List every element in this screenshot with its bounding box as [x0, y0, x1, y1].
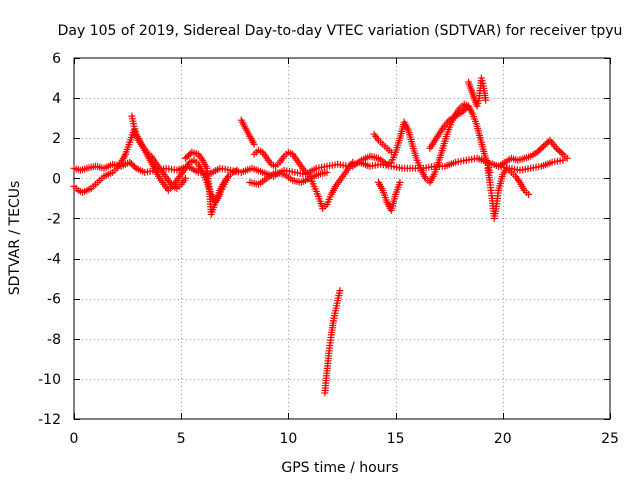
y-tick-label: 6 [52, 51, 61, 67]
data-point [224, 172, 232, 180]
grid-lines [74, 58, 610, 419]
data-point [556, 147, 564, 155]
data-point [541, 141, 549, 149]
data-point [554, 146, 562, 154]
data-point [559, 156, 567, 164]
series-arc-e [237, 116, 258, 148]
data-point [535, 147, 543, 155]
axis-ticks [74, 58, 611, 420]
y-tick-label: -8 [47, 332, 61, 348]
series-arc-m [484, 164, 533, 222]
data-point [131, 163, 139, 171]
x-tick-label: 0 [70, 431, 79, 447]
y-tick-labels: -12 -10 -8 -6 -4 -2 0 2 4 6 [38, 51, 61, 428]
x-tick-label: 5 [177, 431, 186, 447]
data-point [233, 166, 241, 174]
plot-frame [73, 57, 611, 420]
data-point [533, 148, 541, 156]
data-point [181, 174, 189, 182]
data-point [387, 148, 395, 156]
y-tick-label: -12 [38, 412, 61, 428]
data-point [250, 140, 258, 148]
data-point [126, 158, 134, 166]
data-point [129, 161, 137, 169]
data-point [538, 144, 546, 152]
x-tick-label: 20 [494, 431, 512, 447]
y-tick-label: -4 [47, 252, 61, 268]
data-markers [70, 74, 571, 397]
data-point [181, 154, 189, 162]
data-point [464, 102, 472, 110]
data-point [396, 178, 404, 186]
y-tick-label: -6 [47, 292, 61, 308]
series-arc-c [128, 112, 189, 192]
series-arc-k [426, 102, 472, 152]
data-point [461, 105, 469, 113]
chart-title: Day 105 of 2019, Sidereal Day-to-day VTE… [58, 23, 623, 39]
series-arc-l [464, 74, 490, 110]
y-tick-label: 0 [52, 171, 61, 187]
data-point [536, 145, 544, 153]
data-point [482, 96, 490, 104]
data-point [323, 168, 331, 176]
y-tick-label: 2 [52, 131, 61, 147]
x-tick-label: 15 [387, 431, 405, 447]
data-point [185, 151, 193, 159]
series-arc-d [181, 148, 232, 218]
data-point [463, 104, 471, 112]
y-tick-label: 4 [52, 91, 61, 107]
data-point [186, 150, 194, 158]
x-axis-label: GPS time / hours [281, 460, 398, 476]
data-point [552, 144, 560, 152]
series-arc-g [246, 168, 331, 188]
series-arc-h [349, 100, 494, 186]
series-arc-f [250, 146, 357, 212]
series-arc-n [495, 136, 571, 170]
data-point [336, 287, 344, 295]
data-point [557, 149, 565, 157]
data-point [460, 107, 468, 115]
y-axis-label: SDTVAR / TECUs [7, 181, 23, 296]
series-arc-o [321, 287, 344, 397]
x-tick-label: 10 [279, 431, 297, 447]
x-tick-label: 25 [601, 431, 619, 447]
data-point [183, 153, 191, 161]
y-tick-label: -2 [47, 211, 61, 227]
series-arc-i [374, 178, 404, 214]
series-arc-j [370, 130, 395, 156]
y-tick-label: -10 [38, 372, 61, 388]
data-point [540, 142, 548, 150]
data-point [543, 139, 551, 147]
data-point [563, 154, 571, 162]
x-tick-labels: 0 5 10 15 20 25 [70, 431, 619, 447]
data-point [127, 160, 135, 168]
data-point [525, 190, 533, 198]
data-point [458, 108, 466, 116]
